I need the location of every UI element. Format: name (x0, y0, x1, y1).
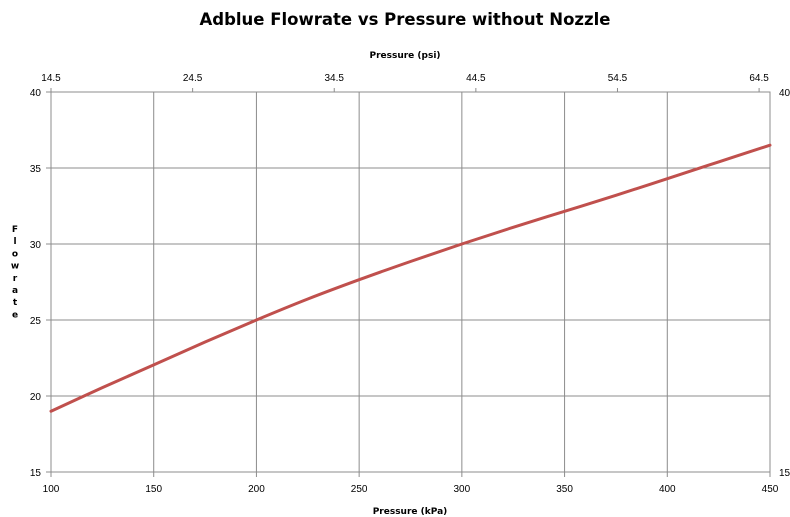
y-axis-title-char: w (11, 262, 19, 272)
y-axis-title-char: o (12, 249, 18, 259)
x2-tick-label: 34.5 (325, 73, 345, 84)
x-tick-label: 450 (762, 484, 779, 495)
y-axis-title-char: t (13, 298, 18, 308)
y-tick-label: 35 (30, 164, 42, 175)
series-line (49, 143, 772, 413)
y-axis: 15 20 25 30 35 40 (30, 88, 51, 479)
x-tick-label: 300 (454, 484, 471, 495)
y-axis-title: Flowrate (11, 225, 19, 320)
x-tick-label: 100 (43, 484, 60, 495)
y-tick-label: 25 (30, 316, 42, 327)
x2-axis: 14.5 24.5 34.5 44.5 54.5 64.5 (41, 73, 769, 92)
chart-title: Adblue Flowrate vs Pressure without Nozz… (200, 10, 611, 29)
plot-frame (50, 91, 771, 473)
y-axis-title-char: r (13, 274, 18, 284)
y-axis-title-char: a (12, 286, 18, 296)
x2-tick-label: 14.5 (41, 73, 61, 84)
x-tick-label: 400 (659, 484, 676, 495)
y-axis-title-char: F (12, 225, 18, 235)
x-tick-label: 150 (145, 484, 162, 495)
x2-tick-label: 44.5 (466, 73, 486, 84)
y-tick-label: 40 (30, 88, 42, 99)
x-tick-label: 250 (351, 484, 368, 495)
y2-tick-label: 40 (779, 88, 790, 99)
y-tick-label: 30 (30, 240, 42, 251)
y-tick-label: 15 (30, 468, 42, 479)
x-tick-label: 350 (556, 484, 573, 495)
x2-tick-label: 24.5 (183, 73, 203, 84)
x-axis-title: Pressure (kPa) (373, 507, 448, 517)
x2-tick-label: 64.5 (749, 73, 769, 84)
y-axis-title-char: l (13, 237, 16, 247)
y2-axis: 40 15 (779, 88, 790, 479)
y-tick-label: 20 (30, 392, 42, 403)
x-tick-label: 200 (248, 484, 265, 495)
gridlines (51, 92, 770, 472)
y-axis-title-char: e (12, 310, 18, 320)
x2-tick-label: 54.5 (608, 73, 628, 84)
y2-tick-label: 15 (779, 468, 790, 479)
x-axis: 100 150 200 250 300 350 400 450 (43, 472, 779, 495)
x2-axis-title: Pressure (psi) (369, 51, 440, 61)
series-layer (49, 143, 772, 413)
